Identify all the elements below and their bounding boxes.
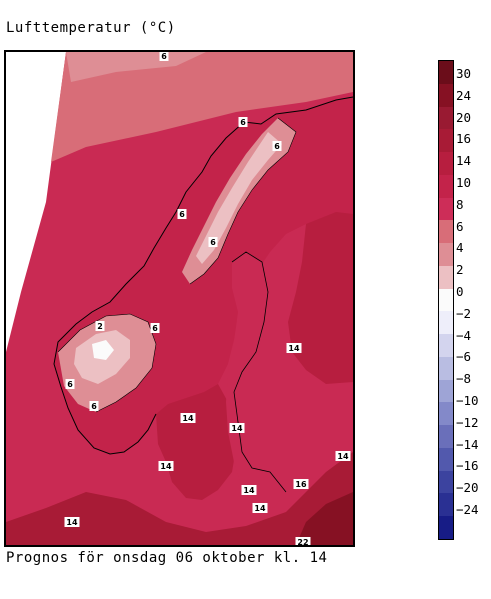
legend-swatch [439, 129, 453, 153]
legend-label: 20 [456, 109, 472, 125]
contour-label: 14 [243, 486, 255, 495]
south-sweden-land [156, 384, 236, 500]
temperature-map: 6 6 6 6 6 6 2 6 6 14 14 14 14 14 16 14 14 14 22 [4, 50, 355, 547]
contour-label-box [286, 343, 302, 353]
contour-label: 6 [161, 52, 167, 61]
contour-label-box [180, 413, 196, 423]
contour-label: 14 [160, 462, 172, 471]
legend-label: −4 [456, 327, 472, 343]
legend-swatch [439, 447, 453, 472]
finland-land [288, 212, 353, 384]
contour-label: 6 [67, 380, 73, 389]
legend-label: 6 [456, 218, 464, 234]
legend-label: −6 [456, 349, 472, 365]
contour-label: 2 [97, 322, 103, 331]
contour-label-box [241, 485, 257, 495]
legend-label: −10 [456, 393, 479, 408]
legend-swatch [439, 197, 453, 221]
legend-swatch [439, 152, 453, 176]
color-legend [438, 60, 454, 540]
legend-swatch [439, 356, 453, 381]
legend-label: −16 [456, 458, 479, 474]
legend-label: −24 [456, 502, 479, 517]
legend-label: 16 [456, 131, 472, 147]
legend-swatch [439, 265, 453, 290]
contour-label: 14 [182, 414, 194, 423]
baltic-sea [226, 252, 286, 508]
legend-label: 24 [456, 87, 472, 103]
contour-label: 6 [152, 324, 158, 333]
contour-label: 14 [288, 344, 300, 353]
contour-label-box [89, 401, 99, 411]
hot-area [296, 492, 353, 545]
contour-label: 14 [337, 452, 349, 461]
contour-label-box [208, 237, 218, 247]
norway-coastline [53, 96, 353, 455]
contour-label-box [229, 423, 245, 433]
no-data-area [6, 52, 66, 352]
legend-label: 30 [456, 66, 472, 81]
contour-label-box [293, 479, 309, 489]
legend-swatch [439, 106, 453, 130]
south-norway-zone-0 [92, 340, 114, 360]
contour-label-box [65, 379, 75, 389]
legend-swatch [439, 311, 453, 335]
legend-label: 4 [456, 240, 464, 256]
contour-label: 14 [231, 424, 243, 433]
legend-label: 10 [456, 175, 472, 190]
legend-swatch [439, 493, 453, 517]
legend-swatch [439, 220, 453, 244]
legend-swatch [439, 61, 453, 85]
contour-line [189, 117, 297, 285]
contour-label: 14 [66, 518, 78, 527]
contour-label: 6 [210, 238, 216, 247]
contour-label: 22 [297, 538, 308, 545]
legend-label: −14 [456, 436, 479, 452]
forecast-caption: Prognos för onsdag 06 oktober kl. 14 [6, 550, 328, 566]
legend-label: −20 [456, 480, 479, 496]
arctic-sea-cold [66, 52, 206, 82]
legend-swatch [439, 470, 453, 494]
contour-label: 16 [295, 480, 307, 489]
legend-swatch [439, 425, 453, 449]
contour-label-box [238, 117, 248, 127]
legend-label: 2 [456, 262, 464, 278]
baltic-coastline [231, 251, 287, 493]
legend-swatch [439, 379, 453, 403]
legend-label: −2 [456, 305, 472, 321]
contour-label: 6 [179, 210, 185, 219]
contour-label-box [95, 321, 105, 331]
contour-label-box [150, 323, 160, 333]
contour-label-box [252, 503, 268, 513]
legend-label: 8 [456, 196, 464, 212]
mountain-zone-4 [196, 132, 282, 264]
contour-label-box [335, 451, 351, 461]
legend-label: −12 [456, 414, 479, 430]
legend-label: 0 [456, 284, 464, 299]
contour-label: 14 [254, 504, 266, 513]
continent-land [6, 452, 353, 545]
legend-swatch [439, 402, 453, 426]
legend-swatch [439, 288, 453, 312]
contour-label-box [295, 537, 311, 545]
contour-label-box [177, 209, 187, 219]
contour-label: 6 [240, 118, 246, 127]
legend-swatch [439, 334, 453, 358]
arctic-sea-zone [51, 52, 353, 162]
contour-label-box [64, 517, 80, 527]
legend-swatch [439, 83, 453, 107]
legend-label: 14 [456, 153, 472, 169]
contour-labels: 6 6 6 6 6 6 2 6 6 14 14 14 14 14 16 14 14 14 22 [64, 52, 351, 545]
legend-swatch [439, 243, 453, 267]
legend-label: −8 [456, 371, 472, 387]
contour-label: 6 [274, 142, 280, 151]
legend-swatch [439, 174, 453, 199]
contour-label-box [159, 52, 169, 61]
contour-label: 6 [91, 402, 97, 411]
contour-label-box [272, 141, 282, 151]
legend-swatch [439, 516, 453, 540]
chart-title: Lufttemperatur (°C) [6, 20, 176, 36]
contour-label-box [158, 461, 174, 471]
